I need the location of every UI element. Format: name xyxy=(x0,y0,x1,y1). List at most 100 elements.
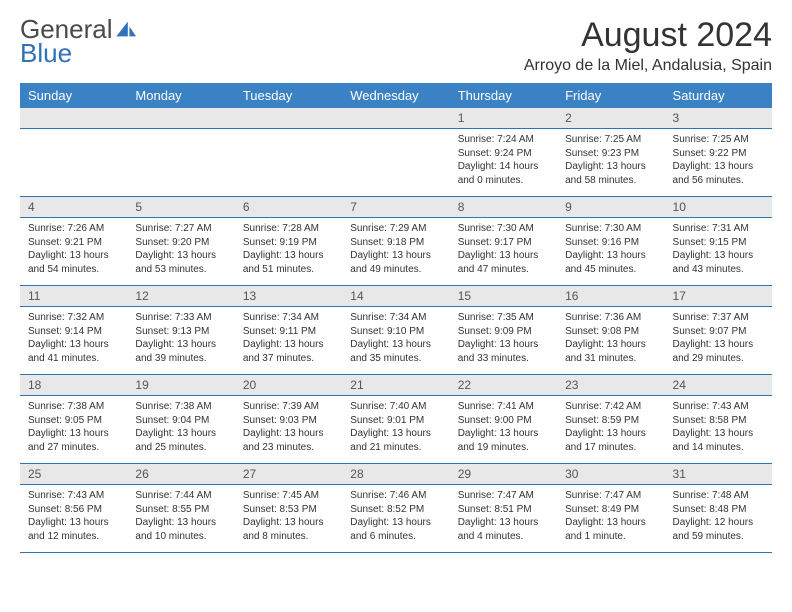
weekday-header-row: Sunday Monday Tuesday Wednesday Thursday… xyxy=(20,83,772,108)
weekday-header: Saturday xyxy=(665,83,772,108)
day-info-cell: Sunrise: 7:29 AMSunset: 9:18 PMDaylight:… xyxy=(342,218,449,286)
calendar-table: Sunday Monday Tuesday Wednesday Thursday… xyxy=(20,83,772,553)
day-number-cell: 8 xyxy=(450,197,557,218)
sunset-text: Sunset: 8:59 PM xyxy=(565,414,656,428)
sunrise-text: Sunrise: 7:25 AM xyxy=(673,133,764,147)
daylight-text: Daylight: 13 hours and 27 minutes. xyxy=(28,427,119,454)
sunrise-text: Sunrise: 7:47 AM xyxy=(565,489,656,503)
day-number-cell: 30 xyxy=(557,464,664,485)
day-info-cell: Sunrise: 7:43 AMSunset: 8:56 PMDaylight:… xyxy=(20,485,127,553)
daylight-text: Daylight: 13 hours and 51 minutes. xyxy=(243,249,334,276)
sunrise-text: Sunrise: 7:45 AM xyxy=(243,489,334,503)
day-number-row: 45678910 xyxy=(20,197,772,218)
sunrise-text: Sunrise: 7:38 AM xyxy=(28,400,119,414)
day-info-cell: Sunrise: 7:45 AMSunset: 8:53 PMDaylight:… xyxy=(235,485,342,553)
sunset-text: Sunset: 9:14 PM xyxy=(28,325,119,339)
sunrise-text: Sunrise: 7:38 AM xyxy=(135,400,226,414)
daylight-text: Daylight: 13 hours and 31 minutes. xyxy=(565,338,656,365)
day-number-cell: 1 xyxy=(450,108,557,129)
day-number-cell: 13 xyxy=(235,286,342,307)
sunrise-text: Sunrise: 7:32 AM xyxy=(28,311,119,325)
day-number-cell: 9 xyxy=(557,197,664,218)
daylight-text: Daylight: 13 hours and 17 minutes. xyxy=(565,427,656,454)
day-number-cell: 21 xyxy=(342,375,449,396)
day-info-cell: Sunrise: 7:32 AMSunset: 9:14 PMDaylight:… xyxy=(20,307,127,375)
day-info-cell xyxy=(342,129,449,197)
sunrise-text: Sunrise: 7:30 AM xyxy=(458,222,549,236)
day-number-cell xyxy=(342,108,449,129)
sunset-text: Sunset: 9:22 PM xyxy=(673,147,764,161)
day-info-cell: Sunrise: 7:46 AMSunset: 8:52 PMDaylight:… xyxy=(342,485,449,553)
sunset-text: Sunset: 9:08 PM xyxy=(565,325,656,339)
sunrise-text: Sunrise: 7:41 AM xyxy=(458,400,549,414)
sunrise-text: Sunrise: 7:34 AM xyxy=(350,311,441,325)
sunrise-text: Sunrise: 7:30 AM xyxy=(565,222,656,236)
day-info-cell: Sunrise: 7:38 AMSunset: 9:04 PMDaylight:… xyxy=(127,396,234,464)
sunrise-text: Sunrise: 7:28 AM xyxy=(243,222,334,236)
day-number-cell: 2 xyxy=(557,108,664,129)
day-info-row: Sunrise: 7:26 AMSunset: 9:21 PMDaylight:… xyxy=(20,218,772,286)
day-info-cell: Sunrise: 7:33 AMSunset: 9:13 PMDaylight:… xyxy=(127,307,234,375)
day-info-cell: Sunrise: 7:30 AMSunset: 9:17 PMDaylight:… xyxy=(450,218,557,286)
sunset-text: Sunset: 9:01 PM xyxy=(350,414,441,428)
daylight-text: Daylight: 12 hours and 59 minutes. xyxy=(673,516,764,543)
sunset-text: Sunset: 8:48 PM xyxy=(673,503,764,517)
day-number-cell xyxy=(20,108,127,129)
day-number-cell: 29 xyxy=(450,464,557,485)
sunrise-text: Sunrise: 7:42 AM xyxy=(565,400,656,414)
day-number-cell: 24 xyxy=(665,375,772,396)
sunset-text: Sunset: 9:05 PM xyxy=(28,414,119,428)
sunset-text: Sunset: 9:19 PM xyxy=(243,236,334,250)
day-info-cell: Sunrise: 7:34 AMSunset: 9:11 PMDaylight:… xyxy=(235,307,342,375)
day-number-cell xyxy=(127,108,234,129)
weekday-header: Tuesday xyxy=(235,83,342,108)
sunset-text: Sunset: 8:49 PM xyxy=(565,503,656,517)
day-number-cell: 7 xyxy=(342,197,449,218)
sunset-text: Sunset: 9:03 PM xyxy=(243,414,334,428)
title-block: August 2024 Arroyo de la Miel, Andalusia… xyxy=(524,16,772,75)
daylight-text: Daylight: 13 hours and 56 minutes. xyxy=(673,160,764,187)
daylight-text: Daylight: 13 hours and 21 minutes. xyxy=(350,427,441,454)
daylight-text: Daylight: 13 hours and 33 minutes. xyxy=(458,338,549,365)
sunrise-text: Sunrise: 7:35 AM xyxy=(458,311,549,325)
day-number-cell: 14 xyxy=(342,286,449,307)
day-number-cell: 26 xyxy=(127,464,234,485)
sunrise-text: Sunrise: 7:34 AM xyxy=(243,311,334,325)
daylight-text: Daylight: 13 hours and 1 minute. xyxy=(565,516,656,543)
day-info-cell: Sunrise: 7:26 AMSunset: 9:21 PMDaylight:… xyxy=(20,218,127,286)
daylight-text: Daylight: 13 hours and 53 minutes. xyxy=(135,249,226,276)
daylight-text: Daylight: 13 hours and 43 minutes. xyxy=(673,249,764,276)
day-number-cell: 25 xyxy=(20,464,127,485)
day-info-cell: Sunrise: 7:43 AMSunset: 8:58 PMDaylight:… xyxy=(665,396,772,464)
sunset-text: Sunset: 9:15 PM xyxy=(673,236,764,250)
daylight-text: Daylight: 13 hours and 12 minutes. xyxy=(28,516,119,543)
sunset-text: Sunset: 9:00 PM xyxy=(458,414,549,428)
daylight-text: Daylight: 13 hours and 10 minutes. xyxy=(135,516,226,543)
day-number-cell: 31 xyxy=(665,464,772,485)
day-info-cell: Sunrise: 7:34 AMSunset: 9:10 PMDaylight:… xyxy=(342,307,449,375)
brand-sail-icon xyxy=(115,16,139,42)
day-number-cell: 16 xyxy=(557,286,664,307)
day-number-row: 18192021222324 xyxy=(20,375,772,396)
daylight-text: Daylight: 13 hours and 37 minutes. xyxy=(243,338,334,365)
day-info-cell xyxy=(20,129,127,197)
weekday-header: Monday xyxy=(127,83,234,108)
day-info-cell: Sunrise: 7:38 AMSunset: 9:05 PMDaylight:… xyxy=(20,396,127,464)
sunrise-text: Sunrise: 7:40 AM xyxy=(350,400,441,414)
daylight-text: Daylight: 13 hours and 35 minutes. xyxy=(350,338,441,365)
brand-part2: Blue xyxy=(20,40,139,66)
daylight-text: Daylight: 13 hours and 47 minutes. xyxy=(458,249,549,276)
day-number-cell: 17 xyxy=(665,286,772,307)
day-info-cell: Sunrise: 7:25 AMSunset: 9:23 PMDaylight:… xyxy=(557,129,664,197)
day-info-row: Sunrise: 7:24 AMSunset: 9:24 PMDaylight:… xyxy=(20,129,772,197)
sunset-text: Sunset: 9:20 PM xyxy=(135,236,226,250)
sunset-text: Sunset: 8:53 PM xyxy=(243,503,334,517)
day-info-cell: Sunrise: 7:44 AMSunset: 8:55 PMDaylight:… xyxy=(127,485,234,553)
header: GeneralBlue August 2024 Arroyo de la Mie… xyxy=(20,16,772,75)
day-info-cell: Sunrise: 7:47 AMSunset: 8:49 PMDaylight:… xyxy=(557,485,664,553)
sunrise-text: Sunrise: 7:39 AM xyxy=(243,400,334,414)
sunrise-text: Sunrise: 7:26 AM xyxy=(28,222,119,236)
sunrise-text: Sunrise: 7:29 AM xyxy=(350,222,441,236)
calendar-body: 123 Sunrise: 7:24 AMSunset: 9:24 PMDayli… xyxy=(20,108,772,553)
day-number-cell: 3 xyxy=(665,108,772,129)
